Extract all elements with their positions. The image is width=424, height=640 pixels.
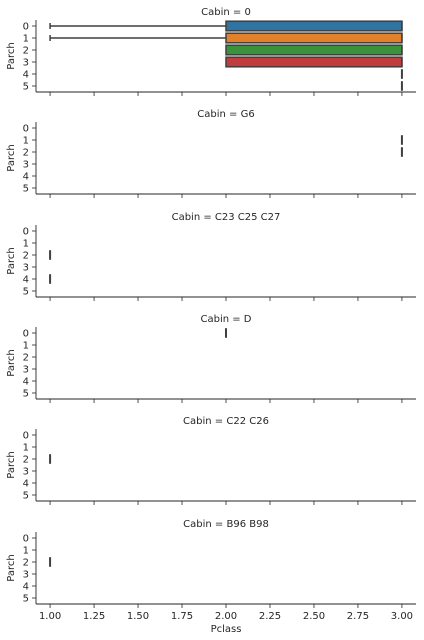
y-tick-label: 5 [23, 491, 29, 502]
y-tick-label: 0 [23, 534, 29, 545]
panel-title: Cabin = C23 C25 C27 [172, 212, 281, 223]
panel-title: Cabin = D [200, 314, 251, 325]
y-tick-label: 4 [23, 275, 29, 286]
x-tick-label: 2.00 [215, 611, 237, 622]
panel-title: Cabin = B96 B98 [183, 519, 269, 530]
y-tick-label: 2 [23, 353, 29, 364]
y-axis-label: Parch [6, 42, 17, 69]
y-tick-label: 4 [23, 479, 29, 490]
y-axis-label: Parch [6, 554, 17, 581]
y-tick-label: 1 [23, 136, 29, 147]
x-tick-label: 2.75 [347, 611, 369, 622]
y-tick-label: 0 [23, 124, 29, 135]
y-tick-label: 4 [23, 377, 29, 388]
box-2 [225, 44, 403, 56]
y-tick-label: 2 [23, 148, 29, 159]
y-tick-label: 4 [23, 172, 29, 183]
y-tick-label: 2 [23, 558, 29, 569]
y-tick-label: 5 [23, 594, 29, 605]
y-tick-label: 1 [23, 341, 29, 352]
y-tick-label: 2 [23, 251, 29, 262]
y-axis-label: Parch [6, 349, 17, 376]
y-tick-label: 0 [23, 329, 29, 340]
y-tick-label: 1 [23, 239, 29, 250]
y-tick-label: 4 [23, 70, 29, 81]
x-tick-label: 2.25 [259, 611, 281, 622]
panel-title: Cabin = 0 [201, 7, 251, 18]
x-axis-label: Pclass [211, 624, 242, 635]
y-axis-label: Parch [6, 247, 17, 274]
y-tick-label: 0 [23, 431, 29, 442]
x-tick-label: 1.75 [171, 611, 193, 622]
y-tick-label: 3 [23, 160, 29, 171]
x-tick-label: 1.00 [39, 611, 61, 622]
box-3 [225, 56, 403, 68]
panel-title: Cabin = G6 [197, 109, 254, 120]
y-tick-label: 0 [23, 227, 29, 238]
y-tick-label: 3 [23, 570, 29, 581]
y-tick-label: 5 [23, 389, 29, 400]
y-tick-label: 5 [23, 184, 29, 195]
x-tick-label: 3.00 [391, 611, 413, 622]
y-tick-label: 5 [23, 82, 29, 93]
y-tick-label: 2 [23, 46, 29, 57]
y-tick-label: 4 [23, 582, 29, 593]
y-axis-label: Parch [6, 144, 17, 171]
x-tick-label: 1.25 [83, 611, 105, 622]
panel-title: Cabin = C22 C26 [183, 416, 269, 427]
y-tick-label: 2 [23, 455, 29, 466]
y-tick-label: 1 [23, 443, 29, 454]
box-0 [225, 20, 403, 32]
y-tick-label: 0 [23, 22, 29, 33]
box-1 [225, 32, 403, 44]
x-tick-label: 2.50 [303, 611, 325, 622]
y-tick-label: 5 [23, 287, 29, 298]
y-tick-label: 3 [23, 467, 29, 478]
y-tick-label: 3 [23, 263, 29, 274]
y-tick-label: 1 [23, 546, 29, 557]
y-axis-label: Parch [6, 451, 17, 478]
y-tick-label: 1 [23, 34, 29, 45]
y-tick-label: 3 [23, 365, 29, 376]
x-tick-label: 1.50 [127, 611, 149, 622]
y-tick-label: 3 [23, 58, 29, 69]
